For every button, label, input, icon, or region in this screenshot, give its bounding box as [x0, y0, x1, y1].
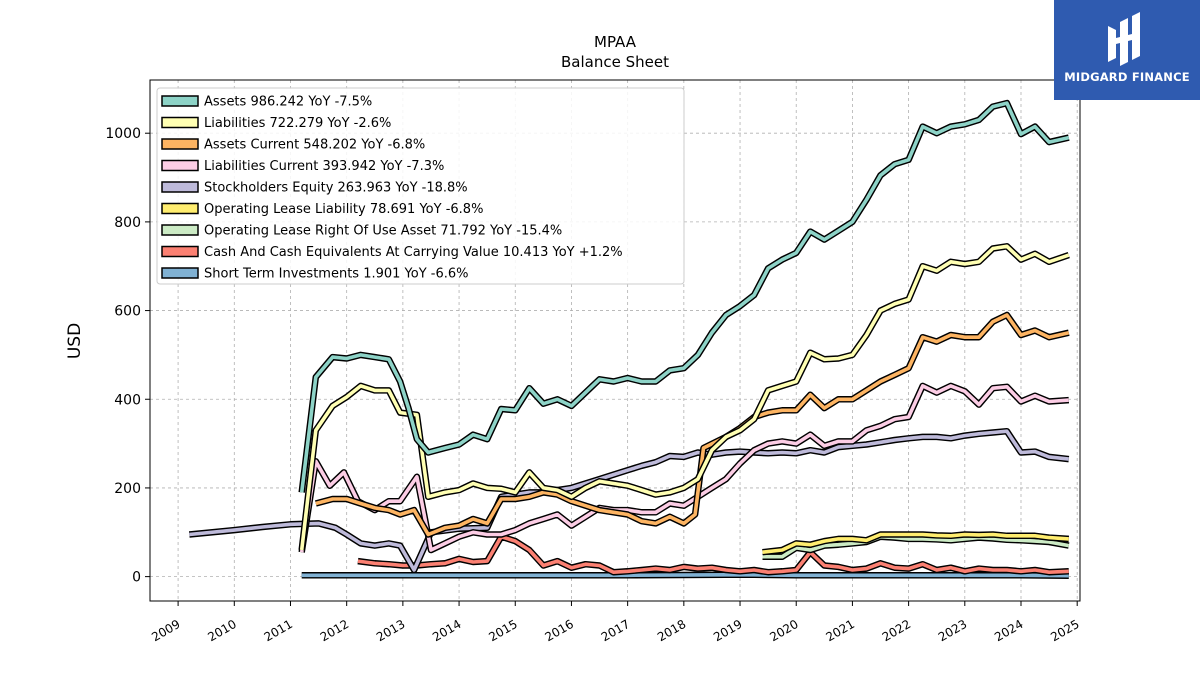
legend-label-liabilities-current: Liabilities Current 393.942 YoY -7.3% [204, 159, 444, 174]
x-tick-label: 2018 [655, 617, 688, 644]
series-line-assets-current [315, 313, 1070, 537]
legend-label-assets: Assets 986.242 YoY -7.5% [204, 95, 372, 110]
chart-subtitle: Balance Sheet [561, 53, 669, 71]
legend-swatch-liabilities [161, 116, 199, 129]
y-tick-label: 400 [114, 392, 141, 408]
series-line-liabilities-current [299, 384, 1069, 553]
legend-box [156, 87, 685, 285]
brand-logo: MIDGARD FINANCE [1054, 0, 1200, 100]
x-tick-label: 2015 [486, 617, 519, 644]
y-axis-label: USD [65, 323, 85, 359]
x-tick-label: 2014 [430, 617, 463, 644]
legend-label-operating-lease-right-of-use-asset: Operating Lease Right Of Use Asset 71.79… [204, 224, 562, 239]
x-tick-label: 2013 [374, 617, 407, 644]
legend-label-short-term-investments: Short Term Investments 1.901 YoY -6.6% [204, 267, 469, 282]
series-line-stockholders-equity [189, 429, 1069, 572]
series-line-cash-and-cash-equivalents-at-carrying-value [357, 534, 1069, 574]
legend-swatch-operating-lease-right-of-use-asset [161, 224, 199, 236]
y-tick-label: 800 [114, 215, 141, 231]
y-tick-label: 600 [114, 304, 141, 320]
x-tick-label: 2009 [149, 617, 182, 644]
x-tick-label: 2019 [711, 617, 744, 644]
legend-swatch-assets [161, 95, 199, 107]
x-tick-label: 2011 [262, 617, 295, 644]
y-tick-label: 1000 [105, 126, 141, 142]
legend-swatch-liabilities-current [161, 159, 199, 172]
legend-label-operating-lease-liability: Operating Lease Liability 78.691 YoY -6.… [204, 202, 483, 217]
chart-title: MPAA [594, 33, 637, 51]
x-tick-label: 2021 [824, 617, 857, 644]
y-tick-label: 200 [114, 481, 141, 497]
legend-swatch-stockholders-equity [161, 181, 199, 193]
brand-name: MIDGARD FINANCE [1064, 70, 1190, 84]
legend-label-stockholders-equity: Stockholders Equity 263.963 YoY -18.8% [204, 181, 468, 196]
midgard-logo-icon [1108, 12, 1140, 66]
legend: Assets 986.242 YoY -7.5% Liabilities 722.… [156, 87, 685, 285]
legend-swatch-assets-current [161, 138, 199, 150]
legend-swatch-operating-lease-liability [161, 202, 199, 215]
x-tick-label: 2025 [1048, 617, 1081, 644]
series-lines [188, 99, 1070, 579]
x-tick-label: 2012 [318, 617, 351, 644]
series-line-short-term-investments [301, 573, 1069, 578]
series-outline-liabilities-current [298, 382, 1070, 554]
series-line-liabilities [299, 244, 1070, 551]
x-tick-label: 2023 [936, 617, 969, 644]
series-line-operating-lease-right-of-use-asset [762, 534, 1070, 559]
x-tick-label: 2022 [880, 617, 913, 644]
legend-label-assets-current: Assets Current 548.202 YoY -6.8% [204, 138, 425, 153]
legend-swatch-cash-and-cash-equivalents-at-carrying-value [161, 245, 199, 258]
y-tick-label: 0 [132, 570, 141, 586]
legend-label-cash-and-cash-equivalents-at-carrying-value: Cash And Cash Equivalents At Carrying Va… [204, 245, 623, 260]
series-line-operating-lease-liability [762, 532, 1069, 554]
plot-frame [149, 79, 1081, 602]
legend-label-liabilities: Liabilities 722.279 YoY -2.6% [204, 116, 391, 131]
x-tick-label: 2017 [599, 617, 632, 644]
x-tick-label: 2010 [205, 617, 238, 644]
series-line-assets [299, 101, 1070, 493]
x-tick-label: 2016 [543, 617, 576, 644]
x-tick-label: 2024 [992, 617, 1025, 644]
x-tick-label: 2020 [767, 617, 800, 644]
legend-swatch-short-term-investments [161, 267, 199, 279]
